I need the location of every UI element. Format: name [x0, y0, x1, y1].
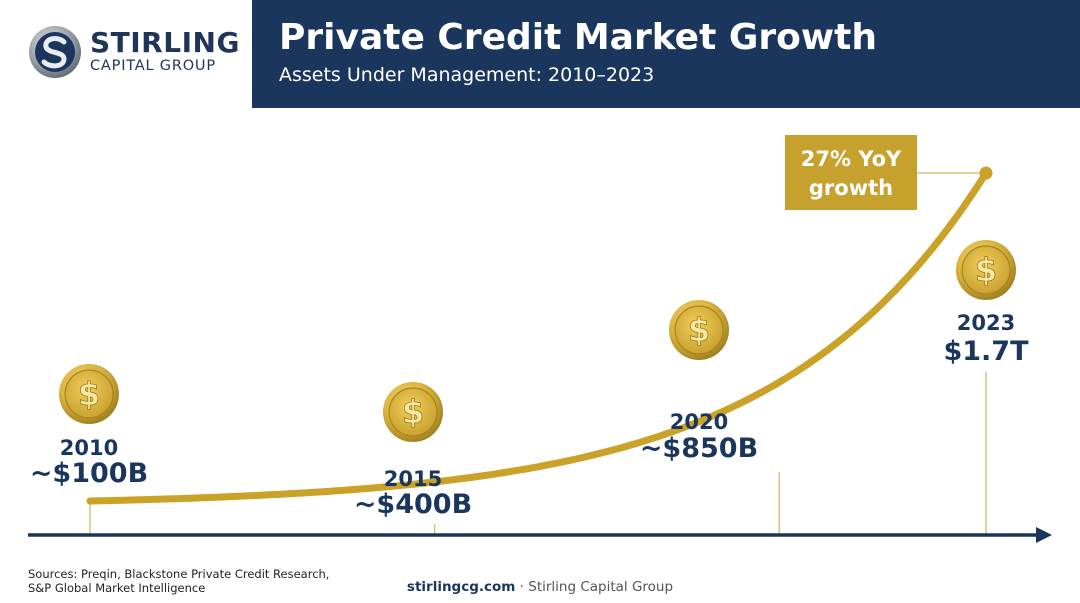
point-value-label: ~$850B: [640, 433, 758, 464]
growth-annotation-box: [785, 135, 917, 210]
page-title: Private Credit Market Growth: [279, 17, 877, 58]
brand-logo: STIRLING CAPITAL GROUP: [0, 0, 252, 108]
page-subtitle: Assets Under Management: 2010–2023: [279, 64, 655, 86]
svg-text:$: $: [78, 375, 100, 413]
curve-end-marker: [979, 166, 993, 180]
growth-curve-line: [86, 169, 990, 505]
point-value-label: $1.7T: [943, 336, 1029, 367]
site-suffix: · Stirling Capital Group: [515, 579, 674, 595]
point-value-label: ~$100B: [30, 458, 148, 489]
svg-text:$: $: [688, 311, 710, 349]
annotation-text-line-1: 27% YoY: [801, 147, 902, 171]
dollar-coin-icon: $: [956, 240, 1016, 300]
dollar-coin-icon: $: [383, 382, 443, 442]
growth-chart: 27% YoY growth $2010~$100B $2015~$400B $202…: [28, 135, 1052, 543]
dollar-coin-icon: $: [669, 300, 729, 360]
sources-line-2: S&P Global Market Intelligence: [28, 581, 206, 595]
svg-text:$: $: [975, 251, 997, 289]
point-year-label: 2010: [60, 436, 118, 460]
point-value-label: ~$400B: [354, 489, 472, 520]
brand-subname: CAPITAL GROUP: [90, 58, 216, 74]
x-axis-arrow-icon: [1036, 527, 1052, 543]
site-link[interactable]: stirlingcg.com: [406, 579, 516, 595]
footer-site: stirlingcg.com · Stirling Capital Group: [0, 579, 1080, 595]
sources-note: Sources: Preqin, Blackstone Private Cred…: [28, 567, 358, 595]
svg-text:$: $: [402, 393, 424, 431]
sources-line-1: Sources: Preqin, Blackstone Private Cred…: [28, 567, 330, 581]
brand-name: STIRLING: [90, 26, 240, 59]
header-banner: Private Credit Market Growth Assets Unde…: [252, 0, 1080, 108]
stirling-s-logo-icon: [29, 26, 81, 78]
point-year-label: 2023: [957, 311, 1015, 335]
point-year-label: 2020: [670, 410, 728, 434]
dollar-coin-icon: $: [59, 364, 119, 424]
point-year-label: 2015: [384, 467, 442, 491]
annotation-text-line-2: growth: [809, 176, 893, 200]
